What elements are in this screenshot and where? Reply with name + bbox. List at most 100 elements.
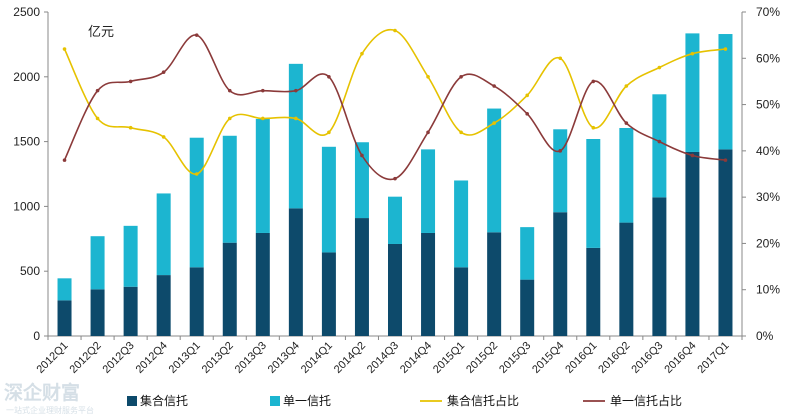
- bar-single-2013Q4: [288, 63, 303, 209]
- x-tick-label-2015Q3: 2015Q3: [497, 340, 533, 376]
- point-collective-share-2013Q2: [227, 116, 232, 121]
- bar-collective-2012Q2: [90, 289, 105, 336]
- point-single-share-2013Q1: [194, 33, 199, 37]
- x-tick-label-2014Q2: 2014Q2: [332, 340, 368, 376]
- point-collective-share-2013Q3: [261, 116, 265, 121]
- point-collective-share-2015Q3: [525, 93, 529, 98]
- bar-single-2012Q2: [90, 236, 105, 290]
- point-collective-share-2017Q1: [723, 47, 728, 51]
- bar-single-2016Q1: [586, 139, 601, 248]
- point-single-share-2013Q2: [227, 88, 232, 93]
- point-single-share-2014Q4: [426, 130, 430, 135]
- x-tick-label-2016Q3: 2016Q3: [629, 340, 665, 376]
- y-left-tick-label: 1500: [13, 135, 40, 149]
- bar-collective-2016Q4: [685, 151, 700, 336]
- bar-single-2013Q3: [255, 118, 270, 233]
- y-left-tick-label: 2500: [13, 5, 40, 19]
- x-tick-label-2015Q2: 2015Q2: [464, 340, 500, 376]
- watermark-logo: 深企财富 一站式企业理财服务平台: [4, 381, 94, 415]
- point-single-share-2012Q3: [128, 79, 133, 84]
- bar-single-2013Q1: [189, 137, 204, 268]
- bar-collective-2016Q3: [652, 197, 667, 336]
- x-tick-label-2016Q1: 2016Q1: [563, 340, 599, 376]
- lines-layer: [62, 28, 728, 181]
- x-tick-labels: 2012Q12012Q22012Q32012Q42013Q12013Q22013…: [34, 340, 731, 376]
- point-collective-share-2015Q1: [459, 130, 463, 135]
- bars-layer: [57, 33, 733, 336]
- bar-collective-2014Q1: [321, 252, 336, 336]
- point-collective-share-2013Q4: [294, 116, 298, 121]
- x-tick-label-2015Q1: 2015Q1: [431, 340, 467, 376]
- y-right-tick-label: 60%: [756, 51, 780, 65]
- point-single-share-2016Q3: [657, 139, 662, 144]
- y-left-tick-label: 2000: [13, 70, 40, 84]
- bar-collective-2015Q2: [487, 232, 502, 336]
- legend-label-2: 集合信托占比: [447, 393, 519, 408]
- bar-single-2012Q3: [123, 225, 138, 287]
- bar-single-2012Q1: [57, 278, 72, 301]
- bar-collective-2014Q3: [388, 243, 402, 336]
- point-collective-share-2015Q4: [558, 56, 563, 61]
- point-single-share-2015Q4: [558, 149, 563, 153]
- point-single-share-2017Q1: [723, 158, 728, 162]
- x-tick-label-2012Q3: 2012Q3: [101, 340, 137, 376]
- y-left-tick-label: 0: [33, 329, 40, 343]
- bar-collective-2016Q2: [619, 222, 634, 336]
- point-single-share-2012Q4: [161, 70, 166, 74]
- x-tick-label-2012Q2: 2012Q2: [68, 340, 104, 376]
- bar-single-2015Q4: [553, 129, 568, 213]
- bar-single-2015Q1: [454, 180, 469, 268]
- bar-single-2016Q3: [652, 94, 667, 198]
- x-tick-label-2016Q4: 2016Q4: [662, 340, 698, 376]
- point-collective-share-2016Q2: [624, 84, 629, 88]
- bar-collective-2015Q4: [553, 212, 568, 336]
- bar-single-2014Q1: [321, 146, 336, 253]
- watermark-text-1: 深企财富: [4, 381, 80, 404]
- bar-collective-2013Q4: [288, 208, 303, 336]
- x-tick-label-2013Q1: 2013Q1: [167, 340, 203, 376]
- bar-collective-2015Q3: [520, 279, 535, 336]
- bar-single-2016Q2: [619, 127, 634, 223]
- bar-collective-2013Q1: [189, 267, 204, 336]
- x-tick-label-2012Q4: 2012Q4: [134, 340, 170, 376]
- point-single-share-2014Q2: [360, 153, 364, 158]
- x-tick-label-2016Q2: 2016Q2: [596, 340, 632, 376]
- point-collective-share-2015Q2: [492, 121, 496, 125]
- bar-collective-2013Q3: [255, 232, 270, 336]
- point-single-share-2016Q4: [690, 153, 695, 158]
- x-tick-label-2017Q1: 2017Q1: [695, 340, 731, 376]
- bar-single-2014Q3: [388, 196, 402, 244]
- y-right-tick-label: 20%: [756, 236, 780, 250]
- bar-single-2015Q2: [487, 108, 502, 233]
- point-collective-share-2014Q4: [426, 75, 430, 79]
- legend-label-0: 集合信托: [140, 393, 188, 408]
- x-tick-label-2013Q2: 2013Q2: [200, 340, 236, 376]
- bar-single-2013Q2: [222, 135, 237, 243]
- x-tick-label-2013Q4: 2013Q4: [266, 340, 302, 376]
- bar-single-2012Q4: [156, 193, 171, 276]
- point-collective-share-2012Q4: [161, 135, 166, 139]
- x-tick-label-2014Q1: 2014Q1: [299, 340, 335, 376]
- y-left-tick-label: 1000: [13, 199, 40, 213]
- axes: 0 500 1000 1500 2000 2500 0% 10% 20% 30% 40% 50% 60%…: [13, 5, 780, 343]
- point-single-share-2013Q3: [261, 88, 265, 93]
- point-single-share-2015Q1: [459, 75, 463, 79]
- x-tick-label-2015Q4: 2015Q4: [530, 340, 566, 376]
- bar-single-2016Q4: [685, 33, 700, 152]
- bar-collective-2012Q4: [156, 275, 171, 336]
- point-single-share-2012Q2: [95, 88, 100, 93]
- point-single-share-2014Q3: [393, 176, 397, 181]
- bar-collective-2014Q4: [421, 232, 436, 336]
- bar-single-2014Q2: [354, 142, 369, 219]
- point-single-share-2015Q3: [525, 112, 529, 116]
- y-right-tick-label: 10%: [756, 283, 780, 297]
- y-left-tick-label: 500: [20, 264, 40, 278]
- point-collective-share-2016Q3: [657, 65, 662, 70]
- bar-collective-2012Q1: [57, 300, 72, 336]
- bar-single-2017Q1: [718, 34, 733, 150]
- point-single-share-2016Q2: [624, 121, 629, 125]
- unit-label: 亿元: [88, 25, 114, 40]
- point-collective-share-2016Q1: [591, 125, 596, 130]
- legend: 集合信托 单一信托 集合信托占比 单一信托占比: [127, 393, 682, 408]
